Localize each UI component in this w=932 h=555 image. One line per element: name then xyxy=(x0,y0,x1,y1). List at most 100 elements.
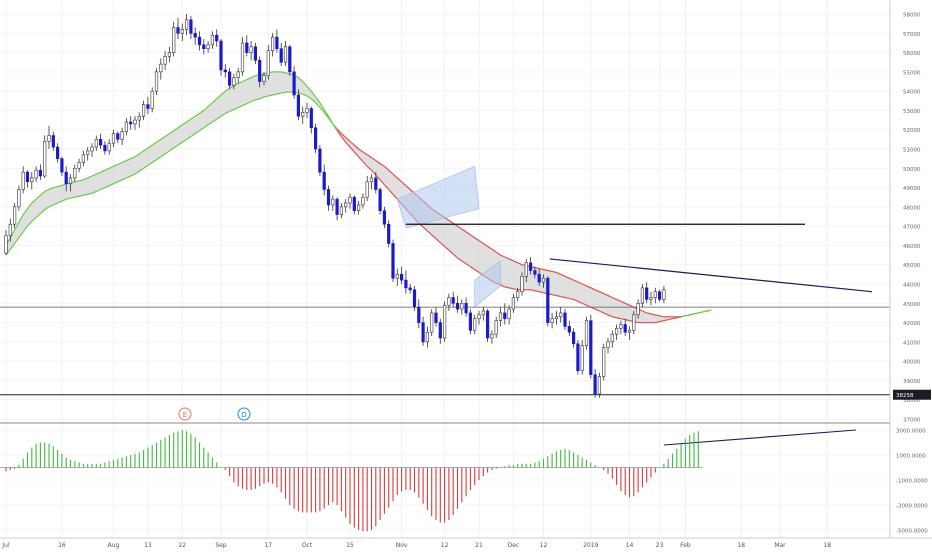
ribbon-fast-line xyxy=(513,288,518,291)
event-marker[interactable] xyxy=(178,407,192,421)
ribbon-fast-line xyxy=(194,112,200,117)
ribbon-fast-line xyxy=(297,77,304,82)
trend-lines xyxy=(549,258,873,446)
x-tick-label: 12 xyxy=(441,542,449,549)
bearish-candle xyxy=(99,139,103,146)
ribbon-slow-line xyxy=(121,177,127,181)
bearish-candle xyxy=(146,104,150,109)
bullish-candle xyxy=(627,329,632,333)
y-tick-label: 43000 xyxy=(903,302,921,308)
bearish-candle xyxy=(576,343,580,372)
y-tick-label: 52000 xyxy=(903,128,921,134)
bullish-candle xyxy=(365,181,369,198)
ribbon-slow-line xyxy=(328,117,334,125)
ribbon-fast-line xyxy=(659,320,665,323)
bullish-candle xyxy=(559,312,563,318)
ribbon-fast-line xyxy=(242,79,248,83)
bullish-candle xyxy=(240,42,245,73)
bearish-candle xyxy=(546,277,550,323)
ribbon-fast-line xyxy=(169,130,175,135)
ribbon-slow-line xyxy=(31,217,37,222)
ribbon-fast-line xyxy=(362,161,368,167)
bullish-candle xyxy=(305,108,309,113)
ribbon-fast-line xyxy=(392,193,398,200)
bearish-candle xyxy=(417,306,421,323)
bearish-candle xyxy=(193,32,197,38)
oscillator-tick-label: 1000.0000 xyxy=(896,454,926,460)
bullish-candle xyxy=(249,46,253,53)
y-tick-label: 44000 xyxy=(903,283,921,289)
y-tick-label: 49000 xyxy=(903,186,921,192)
bearish-candle xyxy=(326,189,331,206)
x-tick-label: Feb xyxy=(680,542,691,549)
ribbon-fast-line xyxy=(375,174,381,181)
y-tick-label: 41000 xyxy=(903,340,921,346)
ribbon-slow-line xyxy=(706,309,712,312)
bearish-candle xyxy=(657,291,662,300)
ribbon-slow-line xyxy=(66,197,71,200)
ribbon-fast-line xyxy=(616,317,622,320)
bullish-candle xyxy=(640,287,644,304)
bullish-candle xyxy=(511,297,515,310)
ribbon-slow-line xyxy=(246,101,252,105)
bearish-candle xyxy=(352,196,356,212)
bullish-candle xyxy=(430,312,434,333)
ribbon-fast-line xyxy=(452,253,458,259)
bullish-candle xyxy=(498,312,503,321)
bearish-candle xyxy=(571,331,576,345)
ribbon-fast-line xyxy=(190,115,196,120)
bullish-candle xyxy=(477,314,481,320)
y-tick-label: 40000 xyxy=(903,360,921,366)
bearish-candle xyxy=(322,171,326,190)
bearish-candle xyxy=(464,302,468,314)
ribbon-slow-line xyxy=(27,220,33,227)
bullish-candle xyxy=(490,333,494,339)
ribbon-slow-line xyxy=(551,270,557,274)
ribbon-slow-line xyxy=(61,198,67,202)
bullish-candle xyxy=(481,310,485,316)
ribbon-slow-line xyxy=(138,167,144,172)
bearish-candle xyxy=(197,36,202,46)
ribbon-slow-line xyxy=(207,121,213,126)
x-tick-label: 14 xyxy=(626,542,634,549)
ribbon-slow-line xyxy=(22,225,28,233)
bullish-candle xyxy=(232,77,236,86)
event-marker[interactable] xyxy=(237,407,251,421)
ribbon-fast-line xyxy=(203,106,209,111)
bullish-candle xyxy=(361,196,365,206)
y-tick-label: 58000 xyxy=(903,13,921,19)
bullish-candle xyxy=(425,331,430,343)
ribbon-fast-line xyxy=(556,294,561,298)
ribbon-slow-line xyxy=(91,190,97,194)
bullish-candle xyxy=(266,50,270,77)
ribbon-fast-line xyxy=(250,75,256,79)
ribbon-slow-line xyxy=(680,315,686,318)
ribbon-slow-line xyxy=(177,141,183,146)
ribbon-fast-line xyxy=(18,214,24,223)
bearish-candle xyxy=(528,262,533,271)
x-tick-label: Aug xyxy=(108,542,120,549)
bullish-candle xyxy=(21,171,25,190)
ribbon-fast-line xyxy=(461,260,467,265)
ribbon-slow-line xyxy=(396,177,403,183)
ribbon-slow-line xyxy=(646,312,652,315)
bearish-candle xyxy=(593,374,597,395)
ribbon-fast-line xyxy=(211,98,218,104)
ribbon-slow-line xyxy=(298,92,303,95)
bearish-candle xyxy=(129,121,133,125)
bullish-candle xyxy=(580,345,584,372)
ribbon-slow-line xyxy=(388,169,394,175)
ribbon-slow-line xyxy=(14,237,20,244)
ribbon-slow-line xyxy=(612,296,617,300)
ribbon-fast-line xyxy=(229,84,235,89)
bullish-candle xyxy=(662,289,666,300)
ribbon-fast-line xyxy=(573,298,579,302)
ribbon-fast-line xyxy=(74,180,80,183)
ribbon-slow-line xyxy=(134,170,140,175)
ribbon-slow-line xyxy=(379,162,385,167)
ribbon-fast-line xyxy=(281,71,286,74)
ribbon-slow-line xyxy=(457,225,463,230)
histogram-series xyxy=(0,430,703,532)
